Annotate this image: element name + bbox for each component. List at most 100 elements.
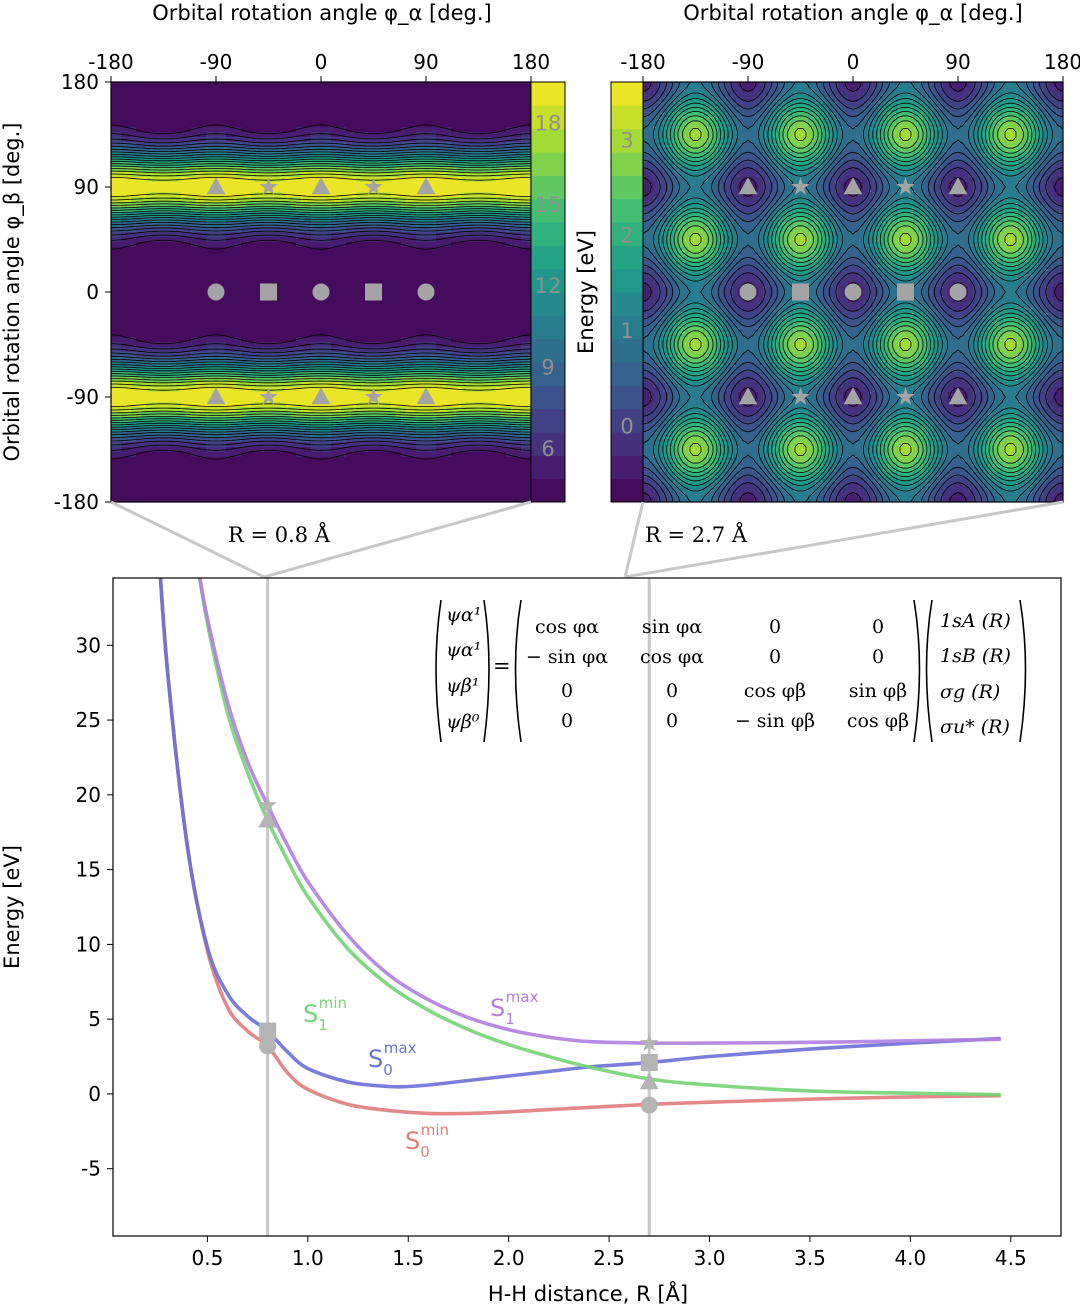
- heatmap-cell: [246, 132, 252, 138]
- heatmap-cell: [321, 327, 327, 333]
- heatmap-cell: [231, 327, 237, 333]
- heatmap-cell: [226, 162, 232, 168]
- heatmap-cell: [526, 157, 531, 163]
- heatmap-cell: [516, 92, 522, 98]
- heatmap-cell: [286, 277, 292, 283]
- heatmap-cell: [156, 327, 162, 333]
- heatmap-cell: [251, 277, 257, 283]
- heatmap-cell: [411, 372, 417, 378]
- heatmap-cell: [301, 257, 307, 263]
- heatmap-cell: [496, 302, 502, 308]
- heatmap-cell: [521, 337, 527, 343]
- heatmap-cell: [386, 92, 392, 98]
- heatmap-cell: [411, 247, 417, 253]
- heatmap-cell: [116, 97, 122, 103]
- heatmap-cell: [206, 172, 212, 178]
- heatmap-cell: [286, 152, 292, 158]
- heatmap-cell: [471, 157, 477, 163]
- heatmap-cell: [336, 112, 342, 118]
- heatmap-cell: [286, 207, 292, 213]
- heatmap-cell: [481, 282, 487, 288]
- heatmap-cell: [431, 257, 437, 263]
- heatmap-cell: [381, 237, 387, 243]
- heatmap-cell: [161, 82, 167, 88]
- heatmap-cell: [236, 192, 242, 198]
- heatmap-cell: [181, 347, 187, 353]
- heatmap-cell: [346, 127, 352, 133]
- heatmap-cell: [221, 227, 227, 233]
- heatmap-cell: [446, 272, 452, 278]
- heatmap-cell: [136, 197, 142, 203]
- heatmap-cell: [471, 92, 477, 98]
- heatmap-cell: [416, 102, 422, 108]
- heatmap-cell: [126, 297, 132, 303]
- heatmap-cell: [511, 307, 517, 313]
- heatmap-cell: [156, 302, 162, 308]
- heatmap-cell: [286, 272, 292, 278]
- heatmap-cell: [156, 197, 162, 203]
- heatmap-cell: [361, 362, 367, 368]
- heatmap-cell: [326, 322, 332, 328]
- heatmap-cell: [241, 257, 247, 263]
- heatmap-cell: [186, 127, 192, 133]
- heatmap-cell: [421, 177, 427, 183]
- heatmap-cell: [231, 282, 237, 288]
- heatmap-cell: [261, 102, 267, 108]
- heatmap-cell: [246, 187, 252, 193]
- heatmap-cell: [356, 187, 362, 193]
- heatmap-cell: [151, 267, 157, 273]
- heatmap-cell: [141, 112, 147, 118]
- heatmap-cell: [421, 92, 427, 98]
- heatmap-cell: [341, 257, 347, 263]
- heatmap-cell: [281, 322, 287, 328]
- heatmap-cell: [386, 257, 392, 263]
- heatmap-cell: [446, 257, 452, 263]
- heatmap-cell: [491, 282, 497, 288]
- heatmap-cell: [206, 227, 212, 233]
- heatmap-cell: [461, 212, 467, 218]
- heatmap-cell: [251, 82, 257, 88]
- heatmap-cell: [186, 97, 192, 103]
- heatmap-cell: [391, 137, 397, 143]
- heatmap-cell: [391, 257, 397, 263]
- heatmap-cell: [336, 107, 342, 113]
- heatmap-cell: [216, 277, 222, 283]
- heatmap-cell: [461, 322, 467, 328]
- heatmap-cell: [276, 107, 282, 113]
- heatmap-cell: [226, 227, 232, 233]
- heatmap-cell: [261, 352, 267, 358]
- heatmap-cell: [311, 92, 317, 98]
- heatmap-cell: [296, 302, 302, 308]
- heatmap-cell: [456, 97, 462, 103]
- heatmap-cell: [306, 82, 312, 88]
- heatmap-cell: [296, 87, 302, 93]
- heatmap-cell: [446, 317, 452, 323]
- heatmap-cell: [396, 177, 402, 183]
- heatmap-cell: [156, 117, 162, 123]
- heatmap-cell: [391, 262, 397, 268]
- heatmap-cell: [486, 207, 492, 213]
- heatmap-cell: [266, 312, 272, 318]
- heatmap-cell: [421, 227, 427, 233]
- heatmap-cell: [471, 332, 477, 338]
- heatmap-cell: [431, 247, 437, 253]
- heatmap-cell: [251, 122, 257, 128]
- heatmap-cell: [506, 92, 512, 98]
- heatmap-cell: [471, 142, 477, 148]
- heatmap-cell: [166, 122, 172, 128]
- heatmap-cell: [351, 157, 357, 163]
- heatmap-cell: [301, 232, 307, 238]
- heatmap-cell: [366, 342, 372, 348]
- heatmap-cell: [376, 212, 382, 218]
- heatmap-cell: [506, 222, 512, 228]
- heatmap-cell: [316, 342, 322, 348]
- heatmap-cell: [326, 172, 332, 178]
- heatmap-cell: [231, 292, 237, 298]
- heatmap-cell: [441, 87, 447, 93]
- heatmap-cell: [311, 272, 317, 278]
- heatmap-cell: [411, 102, 417, 108]
- heatmap-cell: [456, 182, 462, 188]
- heatmap-cell: [386, 117, 392, 123]
- heatmap-cell: [316, 277, 322, 283]
- heatmap-cell: [206, 112, 212, 118]
